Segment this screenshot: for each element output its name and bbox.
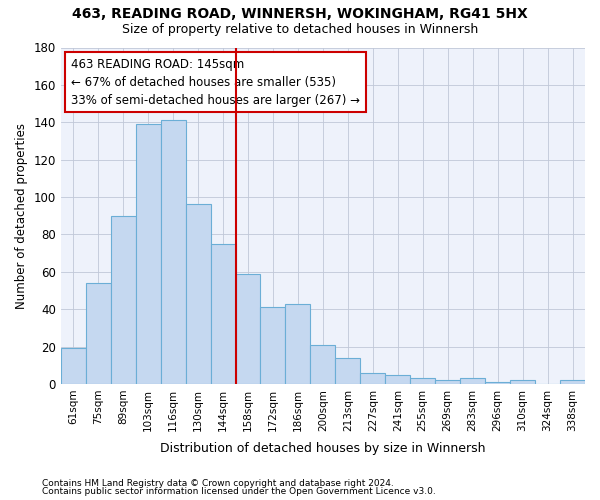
Text: 463, READING ROAD, WINNERSH, WOKINGHAM, RG41 5HX: 463, READING ROAD, WINNERSH, WOKINGHAM, …	[72, 8, 528, 22]
Bar	[185, 204, 211, 384]
Bar	[435, 380, 460, 384]
Bar	[61, 348, 86, 384]
Bar	[111, 216, 136, 384]
Bar	[410, 378, 435, 384]
Bar	[211, 244, 236, 384]
Bar	[136, 124, 161, 384]
Bar	[335, 358, 361, 384]
X-axis label: Distribution of detached houses by size in Winnersh: Distribution of detached houses by size …	[160, 442, 485, 455]
Y-axis label: Number of detached properties: Number of detached properties	[15, 122, 28, 308]
Bar	[485, 382, 510, 384]
Bar	[236, 274, 260, 384]
Bar	[560, 380, 585, 384]
Text: Contains HM Land Registry data © Crown copyright and database right 2024.: Contains HM Land Registry data © Crown c…	[42, 478, 394, 488]
Bar	[286, 304, 310, 384]
Bar	[310, 344, 335, 384]
Bar	[361, 372, 385, 384]
Bar	[385, 374, 410, 384]
Text: Size of property relative to detached houses in Winnersh: Size of property relative to detached ho…	[122, 22, 478, 36]
Bar	[260, 308, 286, 384]
Bar	[86, 283, 111, 384]
Text: Contains public sector information licensed under the Open Government Licence v3: Contains public sector information licen…	[42, 487, 436, 496]
Bar	[510, 380, 535, 384]
Text: 463 READING ROAD: 145sqm
← 67% of detached houses are smaller (535)
33% of semi-: 463 READING ROAD: 145sqm ← 67% of detach…	[71, 58, 360, 106]
Bar	[161, 120, 185, 384]
Bar	[460, 378, 485, 384]
